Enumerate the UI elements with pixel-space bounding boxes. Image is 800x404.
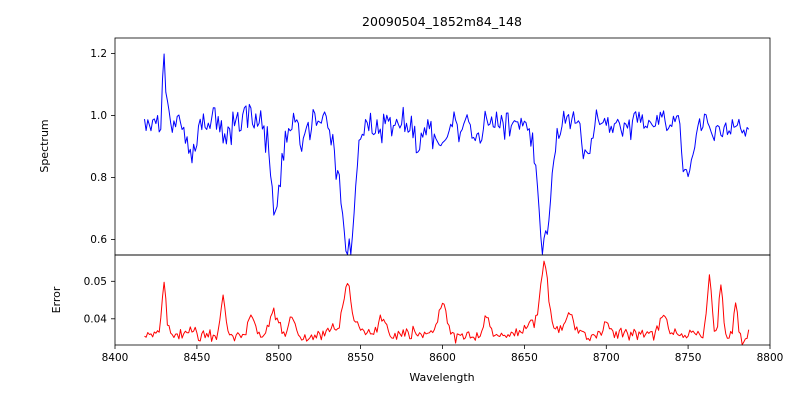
x-axis-label: Wavelength [409,371,474,384]
chart-title: 20090504_1852m84_148 [362,14,522,29]
x-tick-label: 8750 [675,352,702,364]
x-tick-label: 8600 [429,352,456,364]
y-tick-label: 0.6 [90,234,107,246]
spectrum-y-axis-label: Spectrum [38,119,51,172]
spectrum-line [144,53,750,256]
y-tick-label: 0.04 [84,313,108,325]
y-tick-label: 0.05 [84,276,107,288]
error-y-axis-label: Error [50,286,63,313]
x-tick-label: 8550 [347,352,374,364]
error-line [144,260,750,346]
plot-area: 0.6 0.8 1.0 1.2 0.04 0.05 8400 8450 8500 8550 8600… [84,37,784,364]
y-tick-label: 0.8 [90,172,107,184]
x-tick-label: 8650 [511,352,538,364]
y-tick-label: 1.2 [90,48,107,60]
spectrum-panel-border [114,37,771,256]
y-tick-label: 1.0 [90,110,107,122]
x-tick-label: 8700 [593,352,620,364]
error-panel-border [114,254,771,346]
x-tick-label: 8400 [102,352,129,364]
x-tick-label: 8500 [265,352,292,364]
x-tick-label: 8800 [757,352,784,364]
x-tick-label: 8450 [184,352,211,364]
